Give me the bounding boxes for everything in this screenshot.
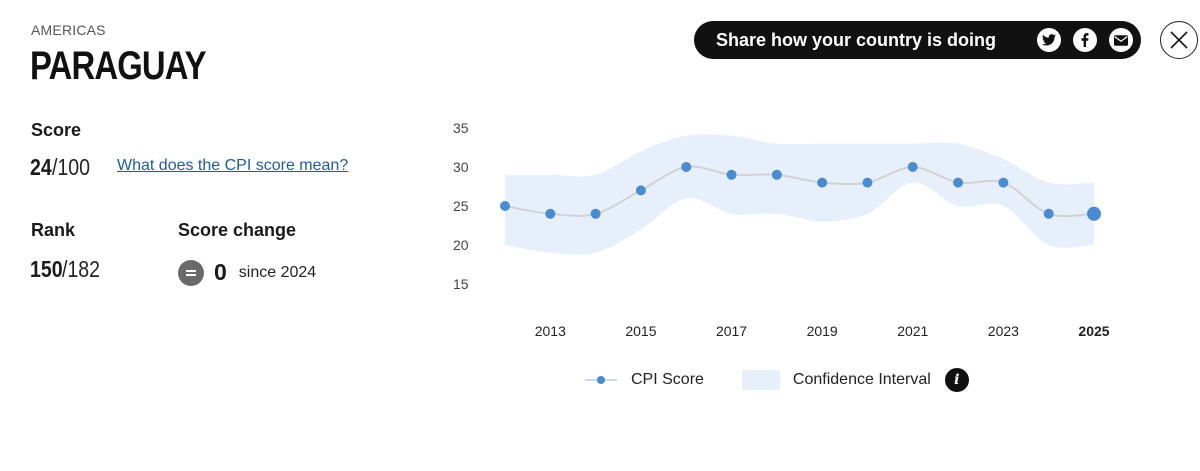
confidence-band [505, 134, 1094, 255]
score-max: /100 [51, 154, 90, 180]
rank-value: 150 /182 [30, 256, 107, 283]
x-tick-label: 2017 [716, 323, 747, 339]
score-change-number: 0 [214, 259, 227, 285]
share-text: Share how your country is doing [716, 29, 997, 50]
legend-score-label: CPI Score [631, 371, 704, 388]
cpi-score-point [1043, 208, 1054, 219]
y-tick-label: 20 [453, 237, 469, 253]
twitter-icon[interactable] [1037, 28, 1061, 52]
region-label: AMERICAS [31, 22, 106, 38]
y-tick-label: 15 [453, 276, 469, 292]
cpi-score-point [635, 185, 646, 196]
x-tick-label: 2023 [988, 323, 1019, 339]
legend-ci-swatch [741, 370, 780, 390]
x-tick-label: 2015 [625, 323, 656, 339]
email-icon[interactable] [1109, 28, 1133, 52]
cpi-score-point [817, 177, 828, 188]
cpi-score-point [500, 201, 510, 211]
cpi-score-point [590, 208, 601, 219]
rank-total: /182 [62, 256, 101, 282]
x-tick-label: 2021 [897, 323, 928, 339]
cpi-score-point [771, 169, 782, 180]
close-button[interactable] [1160, 21, 1198, 59]
score-change-value: 0 since 2024 [178, 259, 316, 286]
legend-score-swatch [585, 376, 617, 384]
score-change-label: Score change [178, 220, 297, 240]
close-icon [1170, 31, 1188, 49]
info-icon[interactable]: i [944, 368, 969, 392]
cpi-score-point [726, 169, 737, 180]
score-label: Score [31, 120, 82, 140]
rank-number: 150 [30, 256, 63, 282]
cpi-score-point [907, 162, 918, 172]
cpi-meaning-link[interactable]: What does the CPI score mean? [117, 157, 349, 174]
x-tick-label: 2019 [807, 323, 838, 339]
country-title: PARAGUAY [30, 44, 207, 88]
score-number: 24 [30, 154, 52, 180]
facebook-icon[interactable] [1073, 28, 1097, 52]
score-change-since: since 2024 [238, 263, 317, 281]
y-tick-label: 35 [453, 120, 469, 136]
cpi-score-point [681, 162, 692, 172]
cpi-score-point [1087, 206, 1101, 221]
y-tick-label: 25 [453, 198, 469, 214]
x-tick-label: 2025 [1078, 323, 1109, 339]
chart-legend: CPI Score Confidence Interval i [585, 368, 969, 392]
share-bar: Share how your country is doing [694, 21, 1141, 59]
y-tick-label: 30 [453, 159, 469, 175]
share-icons [1037, 28, 1133, 52]
x-tick-label: 2013 [535, 323, 566, 339]
equals-icon [178, 259, 204, 286]
cpi-score-point [545, 208, 556, 219]
rank-label: Rank [31, 220, 76, 240]
cpi-score-point [862, 177, 873, 188]
cpi-score-point [998, 177, 1009, 188]
cpi-score-point [953, 177, 964, 188]
legend-ci-label: Confidence Interval [792, 371, 931, 388]
score-value: 24 /100 [30, 154, 96, 181]
